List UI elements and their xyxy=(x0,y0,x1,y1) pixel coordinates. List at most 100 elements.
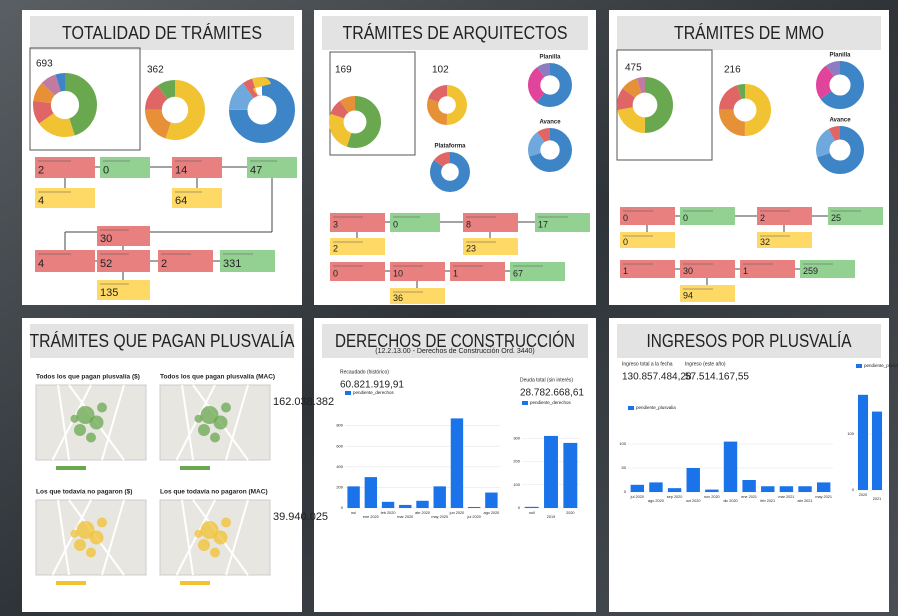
bar xyxy=(857,394,869,490)
kpi-value: 57.514.167,55 xyxy=(685,372,749,383)
map-dot xyxy=(210,432,220,443)
flow-box-value: 36 xyxy=(393,293,403,303)
map-title: Los que todavía no pagaron (MAC) xyxy=(160,489,268,496)
donut-slice xyxy=(718,83,771,136)
map-dot xyxy=(194,414,203,423)
x-tick-label: 2021 xyxy=(873,497,881,501)
donut-slice xyxy=(718,83,771,136)
y-tick-label: 100 xyxy=(513,482,520,487)
flow-box-value: 3 xyxy=(333,220,338,230)
donut-label: Avance xyxy=(829,118,851,124)
map-dot xyxy=(74,424,86,436)
title-bar xyxy=(30,16,294,50)
flow-box-value: 4 xyxy=(38,258,44,270)
donut-slice xyxy=(328,96,381,149)
flow-box xyxy=(172,157,222,178)
map-dot xyxy=(74,539,86,551)
flow-box-value: 1 xyxy=(623,266,628,276)
map-road xyxy=(51,499,92,576)
bar xyxy=(485,492,498,508)
x-tick-label: feb 2020 xyxy=(381,511,396,515)
bar xyxy=(742,480,756,492)
map-dot xyxy=(221,402,231,413)
x-tick-label: ago 2020 xyxy=(483,511,499,515)
x-tick-label: sep 2020 xyxy=(667,495,683,499)
panel xyxy=(609,10,889,305)
bar xyxy=(816,482,831,492)
legend-label: pendiente_plusvalia xyxy=(864,363,898,368)
x-tick-label: mar 2020 xyxy=(397,515,413,519)
bar xyxy=(798,486,812,492)
map-legend xyxy=(180,581,210,585)
donut-slice xyxy=(816,61,865,110)
x-tick-label: ene 2021 xyxy=(741,495,757,499)
flow-box xyxy=(100,157,150,178)
subtitle: (12.2.13.00 - Derechos de Construcción O… xyxy=(375,348,535,355)
bar xyxy=(467,506,481,508)
flow-box-value: 0 xyxy=(683,213,688,223)
y-tick-label: 400 xyxy=(336,464,343,469)
flow-box xyxy=(35,157,95,178)
map-road xyxy=(175,499,216,576)
x-tick-label: 2019 xyxy=(547,515,555,519)
legend-swatch xyxy=(345,391,351,395)
map-legend xyxy=(56,581,86,585)
flow-box-value: 25 xyxy=(831,213,841,223)
flow-box-value: 2 xyxy=(161,258,167,270)
bar xyxy=(364,477,378,508)
map-dot xyxy=(89,530,104,545)
kpi-value: 130.857.484,28 xyxy=(622,372,692,383)
donut-slice xyxy=(616,76,673,133)
donut-slice xyxy=(528,63,573,108)
map-road xyxy=(181,499,194,576)
donut-slice xyxy=(528,128,573,173)
donut-label: Planilla xyxy=(539,55,561,61)
map-dot xyxy=(210,547,220,558)
title-bar xyxy=(322,324,588,358)
map-road xyxy=(101,384,125,461)
donut-slice xyxy=(816,61,865,110)
map-kpi: 162.038.382 xyxy=(273,396,334,408)
legend-label: pendiente_derechos xyxy=(353,390,395,395)
flow-box xyxy=(97,280,150,300)
y-tick-label: 800 xyxy=(336,423,343,428)
map-dot xyxy=(200,521,219,539)
bar xyxy=(450,418,464,508)
donut-total: 169 xyxy=(335,65,352,76)
map-road xyxy=(181,384,194,461)
bar xyxy=(544,435,558,508)
map-road xyxy=(101,499,125,576)
donut-label: Avance xyxy=(539,120,561,126)
map-dot xyxy=(194,529,203,538)
legend-swatch xyxy=(628,406,634,410)
legend-label: pendiente_derechos xyxy=(530,400,572,405)
map-dot xyxy=(76,406,95,424)
donut-slice xyxy=(32,72,98,138)
title-bar xyxy=(322,16,588,50)
donut-slice xyxy=(816,126,865,175)
donut-slice xyxy=(145,80,206,141)
map-title: Todos los que pagan plusvalía ($) xyxy=(36,374,140,381)
map-dot xyxy=(89,415,104,430)
y-tick-label: 200 xyxy=(513,459,520,464)
kpi-value: 28.782.668,61 xyxy=(520,388,584,399)
flow-box-value: 0 xyxy=(623,237,628,247)
flow-box-value: 67 xyxy=(513,269,523,279)
legend-swatch xyxy=(522,401,528,405)
bar xyxy=(630,484,645,492)
kpi-label: Ingreso total a la fecha xyxy=(622,361,673,367)
bar xyxy=(705,489,719,492)
donut-label: Planilla xyxy=(829,53,851,59)
flow-box xyxy=(757,207,812,225)
x-tick-label: dic 2020 xyxy=(723,499,737,503)
panel-title: TOTALIDAD DE TRÁMITES xyxy=(62,23,262,43)
legend-label: pendiente_plusvalia xyxy=(636,405,676,410)
x-tick-label: abr 2020 xyxy=(415,511,430,515)
flow-box-value: 2 xyxy=(38,165,44,177)
x-tick-label: ene 2020 xyxy=(363,515,379,519)
flow-box-value: 259 xyxy=(803,266,818,276)
donut-total: 693 xyxy=(36,59,53,70)
map-dot xyxy=(86,432,96,443)
bar xyxy=(871,411,883,490)
bar xyxy=(686,468,700,492)
